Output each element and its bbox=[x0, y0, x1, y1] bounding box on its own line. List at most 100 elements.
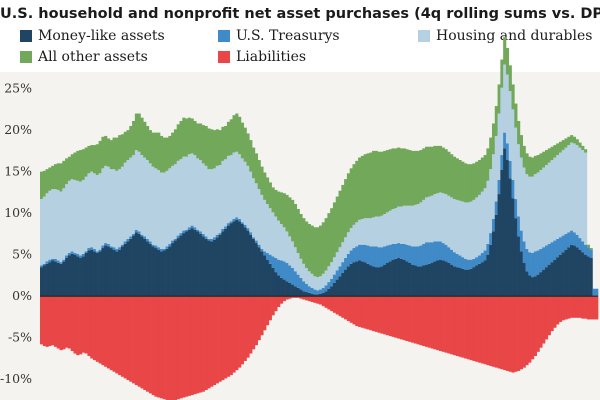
bar-segment-all-other-assets bbox=[232, 115, 236, 153]
bar-segment-liabilities bbox=[355, 296, 359, 327]
bar-segment-money-like-assets bbox=[285, 281, 289, 297]
bar-segment-money-like-assets bbox=[491, 231, 496, 297]
bar-segment-liabilities bbox=[101, 296, 105, 366]
bar-segment-all-other-assets bbox=[416, 150, 420, 205]
bar-segment-money-like-assets bbox=[438, 259, 443, 297]
bar-segment-money-like-assets bbox=[380, 266, 384, 297]
bar-segment-u-s-treasurys bbox=[302, 281, 306, 292]
bar-segment-u-s-treasurys bbox=[56, 260, 60, 263]
bar-segment-liabilities bbox=[447, 296, 451, 354]
bar-segment-money-like-assets bbox=[478, 263, 482, 297]
bar-segment-housing-and-durables bbox=[517, 144, 521, 217]
bar-segment-liabilities bbox=[67, 296, 72, 349]
bar-segment-u-s-treasurys bbox=[67, 253, 72, 256]
bar-segment-liabilities bbox=[553, 296, 557, 328]
bar-segment-u-s-treasurys bbox=[586, 247, 590, 257]
bar-segment-all-other-assets bbox=[374, 150, 378, 217]
bar-segment-all-other-assets bbox=[260, 166, 264, 195]
bar-segment-money-like-assets bbox=[229, 223, 233, 297]
bar-segment-liabilities bbox=[40, 296, 44, 345]
bar-segment-liabilities bbox=[263, 296, 267, 331]
bar-segment-housing-and-durables bbox=[575, 145, 579, 235]
bar-segment-all-other-assets bbox=[76, 150, 80, 181]
bar-segment-liabilities bbox=[592, 296, 596, 320]
bar-segment-housing-and-durables bbox=[561, 150, 565, 236]
bar-segment-all-other-assets bbox=[349, 168, 353, 229]
bar-segment-liabilities bbox=[226, 296, 231, 377]
bar-segment-liabilities bbox=[187, 296, 192, 396]
bar-segment-housing-and-durables bbox=[168, 168, 172, 244]
bar-segment-housing-and-durables bbox=[159, 172, 164, 249]
bar-segment-all-other-assets bbox=[218, 130, 222, 166]
bar-segment-u-s-treasurys bbox=[570, 230, 574, 245]
bar-segment-u-s-treasurys bbox=[374, 246, 378, 268]
bar-segment-u-s-treasurys bbox=[480, 253, 484, 263]
bar-segment-u-s-treasurys bbox=[341, 262, 345, 273]
bar-segment-u-s-treasurys bbox=[98, 249, 102, 252]
bar-segment-money-like-assets bbox=[553, 259, 557, 297]
bar-segment-all-other-assets bbox=[394, 148, 398, 209]
bar-segment-housing-and-durables bbox=[204, 165, 208, 237]
bar-segment-money-like-assets bbox=[517, 236, 521, 297]
bar-segment-housing-and-durables bbox=[310, 273, 314, 288]
bar-segment-money-like-assets bbox=[90, 249, 94, 297]
bar-segment-money-like-assets bbox=[118, 249, 122, 297]
bar-segment-housing-and-durables bbox=[402, 205, 406, 244]
bar-segment-u-s-treasurys bbox=[79, 255, 83, 258]
bar-segment-money-like-assets bbox=[542, 269, 546, 297]
bar-segment-u-s-treasurys bbox=[352, 248, 356, 263]
bar-segment-all-other-assets bbox=[224, 125, 228, 160]
bar-segment-housing-and-durables bbox=[305, 267, 309, 284]
bar-segment-all-other-assets bbox=[489, 137, 493, 170]
bar-segment-money-like-assets bbox=[252, 238, 256, 297]
bar-segment-u-s-treasurys bbox=[260, 248, 264, 252]
bar-segment-all-other-assets bbox=[263, 172, 267, 200]
bar-segment-u-s-treasurys bbox=[277, 259, 281, 276]
bar-segment-money-like-assets bbox=[447, 262, 451, 297]
bar-segment-money-like-assets bbox=[65, 258, 69, 297]
bar-segment-u-s-treasurys bbox=[553, 240, 557, 260]
bar-segment-u-s-treasurys bbox=[489, 233, 493, 245]
bar-segment-money-like-assets bbox=[570, 244, 574, 297]
bar-segment-housing-and-durables bbox=[313, 276, 317, 290]
bar-segment-liabilities bbox=[185, 296, 189, 397]
bar-segment-u-s-treasurys bbox=[173, 238, 178, 241]
bar-segment-money-like-assets bbox=[40, 267, 44, 297]
bar-segment-u-s-treasurys bbox=[355, 246, 359, 262]
bar-segment-money-like-assets bbox=[388, 261, 392, 297]
bar-segment-all-other-assets bbox=[319, 225, 323, 277]
bar-segment-all-other-assets bbox=[363, 154, 367, 219]
bar-segment-money-like-assets bbox=[299, 289, 303, 297]
bar-segment-u-s-treasurys bbox=[319, 289, 323, 294]
bar-segment-housing-and-durables bbox=[430, 195, 434, 243]
bar-segment-u-s-treasurys bbox=[126, 238, 130, 242]
bar-segment-money-like-assets bbox=[327, 288, 331, 297]
bar-segment-money-like-assets bbox=[199, 233, 203, 297]
bar-segment-all-other-assets bbox=[176, 124, 180, 161]
bar-segment-housing-and-durables bbox=[254, 183, 258, 241]
bar-segment-housing-and-durables bbox=[452, 199, 457, 253]
y-tick-label: 5% bbox=[12, 247, 32, 262]
bar-segment-liabilities bbox=[399, 296, 404, 340]
bar-segment-liabilities bbox=[533, 296, 537, 356]
bar-segment-liabilities bbox=[299, 296, 303, 299]
bar-segment-money-like-assets bbox=[79, 258, 83, 297]
bar-segment-u-s-treasurys bbox=[151, 244, 155, 247]
bar-segment-all-other-assets bbox=[430, 146, 434, 196]
bar-segment-money-like-assets bbox=[263, 255, 267, 297]
bar-segment-money-like-assets bbox=[564, 249, 568, 297]
bar-segment-money-like-assets bbox=[425, 264, 429, 297]
bar-segment-u-s-treasurys bbox=[199, 231, 203, 234]
bar-segment-all-other-assets bbox=[508, 65, 512, 92]
bar-segment-all-other-assets bbox=[132, 120, 136, 156]
bar-segment-housing-and-durables bbox=[321, 273, 325, 288]
bar-segment-housing-and-durables bbox=[73, 179, 77, 254]
bar-segment-housing-and-durables bbox=[427, 196, 431, 243]
bar-segment-money-like-assets bbox=[419, 266, 423, 297]
bar-segment-liabilities bbox=[494, 296, 498, 368]
bar-segment-u-s-treasurys bbox=[84, 251, 88, 254]
bar-segment-liabilities bbox=[556, 296, 560, 325]
bar-segment-all-other-assets bbox=[444, 149, 448, 195]
bar-segment-liabilities bbox=[305, 296, 309, 301]
bar-segment-liabilities bbox=[165, 296, 169, 400]
